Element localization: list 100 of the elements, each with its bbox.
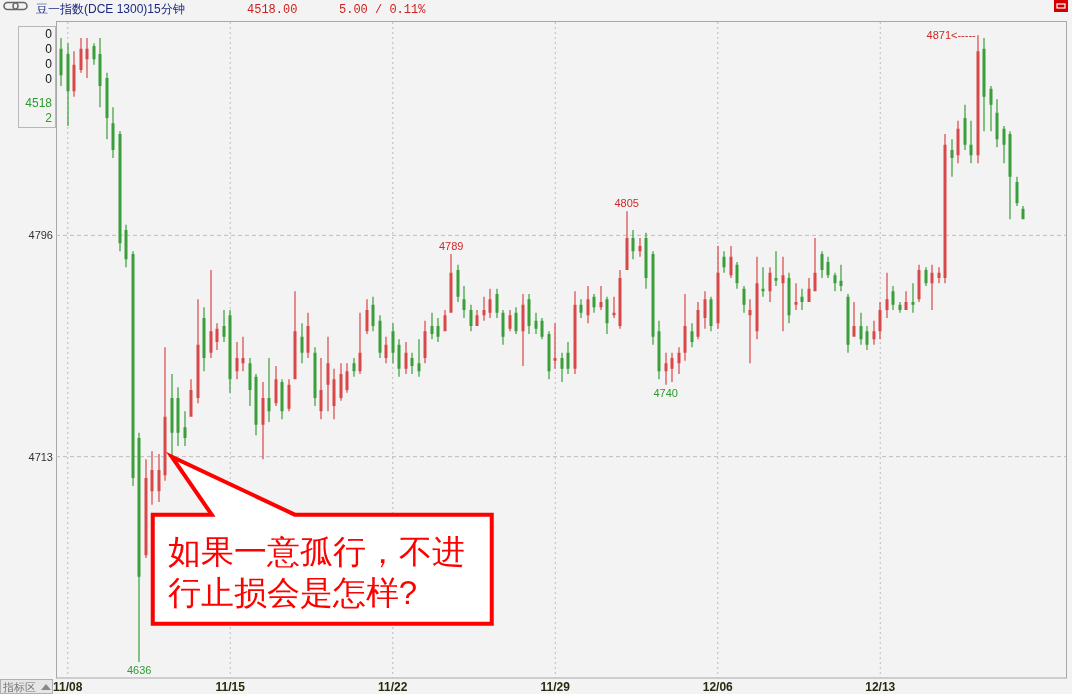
annotation: 如果一意孤行，不进行止损会是怎样?: [167, 532, 465, 611]
candlestick: [859, 312, 863, 345]
candlestick: [391, 323, 395, 364]
candlestick: [326, 336, 330, 412]
candlestick: [222, 310, 226, 342]
candlestick: [462, 286, 466, 318]
candlestick: [930, 264, 934, 310]
candlestick: [293, 291, 297, 380]
candlestick: [430, 312, 434, 340]
candlestick: [911, 283, 915, 313]
candlestick: [631, 230, 635, 260]
candlestick: [969, 120, 973, 164]
text: 2: [45, 111, 53, 125]
x-tick-label: 11/15: [215, 680, 246, 694]
x-tick-label: 12/13: [865, 680, 896, 694]
x-tick-label: 11/29: [540, 680, 571, 694]
candlestick: [677, 347, 681, 374]
candlestick: [215, 323, 219, 350]
candlestick: [872, 320, 876, 345]
candlestick: [885, 272, 889, 318]
candlestick: [794, 283, 798, 310]
candlestick: [852, 302, 856, 337]
candlestick: [488, 288, 492, 318]
annotation: 4789: [439, 240, 464, 252]
candlestick: [839, 264, 843, 292]
candlestick: [625, 211, 629, 270]
annotation: 4740: [653, 386, 678, 399]
candlestick: [1002, 126, 1006, 164]
text: 指标区: [2, 681, 36, 693]
candlestick: [98, 38, 102, 108]
candlestick: [417, 339, 421, 377]
candlestick: [111, 107, 115, 158]
candlestick: [170, 374, 174, 457]
candlestick: [950, 139, 954, 177]
candlestick: [774, 251, 778, 286]
candlestick: [579, 299, 583, 318]
candlestick: [560, 352, 564, 382]
candlestick: [638, 238, 642, 257]
candlestick: [66, 43, 70, 126]
candlestick: [891, 286, 895, 310]
candlestick: [800, 288, 804, 310]
candlestick: [683, 294, 687, 361]
candlestick: [813, 238, 817, 292]
candlestick: [241, 336, 245, 372]
candlestick: [553, 323, 557, 369]
annotation: 4636: [127, 664, 152, 676]
candlestick: [261, 382, 265, 460]
candlestick: [521, 294, 525, 366]
candlestick: [163, 347, 167, 481]
text: 0: [45, 42, 53, 56]
x-tick-label: 12/06: [702, 680, 734, 694]
candlestick: [183, 411, 187, 446]
candlestick: [352, 358, 356, 377]
candlestick: [599, 286, 603, 310]
candlestick: [358, 312, 362, 374]
chart-title: 豆一指数(DCE 1300)15分钟: [36, 2, 185, 16]
text: 0: [45, 57, 53, 71]
candlestick: [833, 272, 837, 292]
candlestick: [748, 299, 752, 364]
candlestick: [1008, 131, 1012, 220]
candlestick: [319, 358, 323, 420]
candlestick: [982, 38, 986, 132]
candlestick: [384, 336, 388, 364]
candlestick: [300, 323, 304, 364]
candlestick: [436, 318, 440, 342]
candlestick: [235, 342, 239, 380]
candlestick: [196, 299, 200, 404]
candlestick: [404, 342, 408, 374]
text: 5.00 / 0.11%: [339, 3, 427, 17]
y-tick-label: 4713: [28, 450, 53, 463]
text: 0: [45, 27, 53, 41]
x-tick-label: 11/22: [378, 680, 408, 694]
candlestick: [703, 291, 707, 329]
candlestick: [85, 38, 89, 78]
text: 4518: [25, 96, 53, 110]
text: 4518.00: [247, 3, 298, 17]
candlestick: [664, 352, 668, 385]
text: 0: [45, 72, 53, 86]
candlestick: [332, 368, 336, 420]
candlestick: [410, 352, 414, 374]
candlestick: [989, 86, 993, 132]
x-tick-label: 11/08: [53, 680, 83, 694]
candlestick: [267, 358, 271, 422]
candlestick: [534, 312, 538, 334]
candlestick: [898, 302, 902, 313]
candlestick: [209, 270, 213, 358]
candlestick: [768, 267, 772, 302]
candlestick: [781, 256, 785, 332]
candlestick: [690, 323, 694, 348]
candlestick: [865, 326, 869, 350]
candlestick: [586, 286, 590, 324]
annotation: 4805: [614, 197, 639, 210]
y-tick-label: 4796: [28, 229, 53, 242]
candlestick: [904, 291, 908, 310]
candlestick: [150, 451, 154, 505]
candlestick: [722, 251, 726, 273]
candlestick: [761, 267, 765, 297]
candlestick: [670, 352, 674, 382]
candlestick: [612, 296, 616, 318]
candlestick: [157, 454, 161, 502]
